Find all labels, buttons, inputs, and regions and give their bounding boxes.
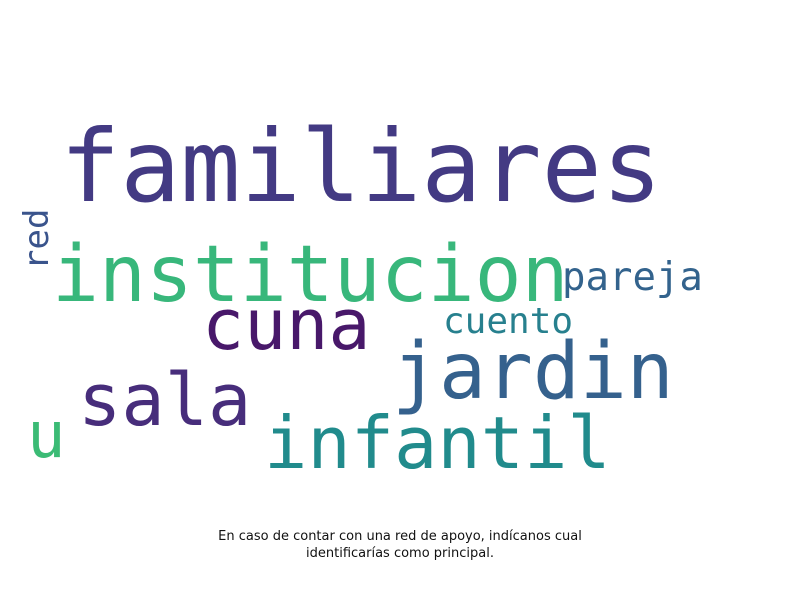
word-pareja: pareja (562, 255, 703, 300)
word-cuna: cuna (202, 284, 371, 366)
word-cuento: cuento (443, 301, 574, 342)
word-sala: sala (78, 358, 252, 442)
word-cloud: familiares institucion cuna jardin sala … (17, 108, 703, 485)
caption: En caso de contar con una red de apoyo, … (0, 528, 800, 562)
caption-line-2: identificarías como principal. (306, 546, 494, 561)
word-red: red (17, 208, 57, 270)
word-infantil: infantil (264, 401, 611, 485)
caption-line-1: En caso de contar con una red de apoyo, … (218, 529, 582, 544)
word-u: u (27, 399, 66, 473)
word-jardin: jardin (392, 327, 674, 417)
word-institucion: institucion (52, 230, 569, 320)
word-familiares: familiares (60, 108, 663, 225)
